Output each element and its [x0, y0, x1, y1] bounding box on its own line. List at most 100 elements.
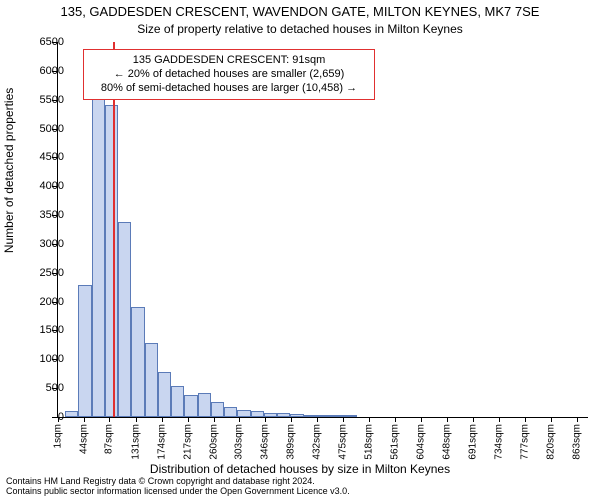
y-axis-label: Number of detached properties: [2, 88, 16, 253]
x-tick-label: 561sqm: [389, 424, 400, 460]
x-tick-mark: [291, 417, 292, 422]
histogram-bar: [184, 395, 197, 417]
histogram-bar: [317, 415, 330, 417]
x-tick-mark: [447, 417, 448, 422]
x-tick-mark: [551, 417, 552, 422]
chart-title-main: 135, GADDESDEN CRESCENT, WAVENDON GATE, …: [0, 4, 600, 19]
y-tick-label: 3500: [24, 209, 64, 221]
x-tick-label: 303sqm: [234, 424, 245, 460]
y-tick-mark: [52, 157, 57, 158]
x-tick-mark: [577, 417, 578, 422]
histogram-bar: [158, 372, 171, 417]
histogram-bar: [330, 415, 343, 417]
histogram-bar: [304, 415, 317, 417]
x-tick-mark: [58, 417, 59, 422]
x-tick-label: 87sqm: [104, 424, 115, 454]
footnote: Contains HM Land Registry data © Crown c…: [6, 477, 350, 497]
y-tick-mark: [52, 215, 57, 216]
x-tick-mark: [317, 417, 318, 422]
histogram-bar: [131, 307, 144, 417]
x-tick-label: 1sqm: [52, 424, 63, 448]
x-tick-label: 174sqm: [156, 424, 167, 460]
x-tick-label: 260sqm: [208, 424, 219, 460]
x-tick-mark: [214, 417, 215, 422]
histogram-bar: [290, 414, 303, 417]
y-tick-mark: [52, 42, 57, 43]
y-tick-mark: [52, 186, 57, 187]
y-tick-mark: [52, 359, 57, 360]
footnote-line: Contains public sector information licen…: [6, 487, 350, 497]
histogram-bar: [105, 105, 118, 417]
annotation-box: 135 GADDESDEN CRESCENT: 91sqm ← 20% of d…: [83, 49, 375, 100]
annotation-line: 80% of semi-detached houses are larger (…: [92, 82, 366, 96]
figure: 135, GADDESDEN CRESCENT, WAVENDON GATE, …: [0, 0, 600, 500]
y-tick-label: 4000: [24, 180, 64, 192]
x-tick-label: 518sqm: [363, 424, 374, 460]
y-tick-mark: [52, 273, 57, 274]
y-tick-mark: [52, 129, 57, 130]
x-tick-label: 131sqm: [130, 424, 141, 460]
histogram-bar: [65, 411, 78, 417]
x-tick-label: 389sqm: [286, 424, 297, 460]
x-axis-label: Distribution of detached houses by size …: [0, 462, 600, 476]
y-tick-label: 5500: [24, 94, 64, 106]
histogram-bar: [343, 415, 356, 417]
x-tick-mark: [369, 417, 370, 422]
histogram-bar: [118, 222, 131, 417]
x-tick-mark: [343, 417, 344, 422]
histogram-bar: [211, 402, 224, 417]
x-tick-label: 734sqm: [494, 424, 505, 460]
histogram-bar: [251, 411, 264, 417]
y-tick-label: 5000: [24, 123, 64, 135]
histogram-bar: [92, 80, 105, 418]
x-tick-mark: [473, 417, 474, 422]
y-tick-mark: [52, 417, 57, 418]
y-tick-label: 2000: [24, 296, 64, 308]
y-tick-label: 2500: [24, 267, 64, 279]
x-tick-label: 777sqm: [519, 424, 530, 460]
x-tick-label: 217sqm: [182, 424, 193, 460]
y-tick-mark: [52, 302, 57, 303]
y-tick-mark: [52, 100, 57, 101]
x-tick-label: 604sqm: [415, 424, 426, 460]
histogram-bar: [277, 413, 290, 417]
x-tick-label: 648sqm: [442, 424, 453, 460]
annotation-line: ← 20% of detached houses are smaller (2,…: [92, 68, 366, 82]
x-tick-label: 346sqm: [260, 424, 271, 460]
x-tick-mark: [265, 417, 266, 422]
x-tick-mark: [421, 417, 422, 422]
x-tick-label: 44sqm: [78, 424, 89, 454]
y-tick-label: 1000: [24, 353, 64, 365]
x-tick-mark: [109, 417, 110, 422]
x-tick-mark: [239, 417, 240, 422]
x-tick-mark: [525, 417, 526, 422]
x-tick-mark: [136, 417, 137, 422]
x-tick-label: 863sqm: [571, 424, 582, 460]
x-tick-mark: [395, 417, 396, 422]
y-tick-mark: [52, 330, 57, 331]
y-tick-mark: [52, 388, 57, 389]
y-tick-mark: [52, 244, 57, 245]
histogram-bar: [145, 343, 158, 417]
x-tick-label: 820sqm: [545, 424, 556, 460]
x-tick-label: 691sqm: [468, 424, 479, 460]
x-tick-mark: [84, 417, 85, 422]
x-tick-mark: [162, 417, 163, 422]
histogram-bar: [198, 393, 211, 417]
x-tick-mark: [188, 417, 189, 422]
histogram-bar: [78, 285, 91, 417]
y-tick-mark: [52, 71, 57, 72]
y-tick-label: 500: [24, 382, 64, 394]
x-tick-label: 432sqm: [312, 424, 323, 460]
chart-title-sub: Size of property relative to detached ho…: [0, 22, 600, 36]
y-tick-label: 6500: [24, 36, 64, 48]
x-tick-mark: [499, 417, 500, 422]
x-tick-label: 475sqm: [338, 424, 349, 460]
histogram-bar: [237, 410, 250, 417]
y-tick-label: 1500: [24, 324, 64, 336]
histogram-bar: [171, 386, 184, 417]
histogram-bar: [224, 407, 237, 417]
y-tick-label: 6000: [24, 65, 64, 77]
y-tick-label: 4500: [24, 151, 64, 163]
annotation-line: 135 GADDESDEN CRESCENT: 91sqm: [92, 54, 366, 68]
